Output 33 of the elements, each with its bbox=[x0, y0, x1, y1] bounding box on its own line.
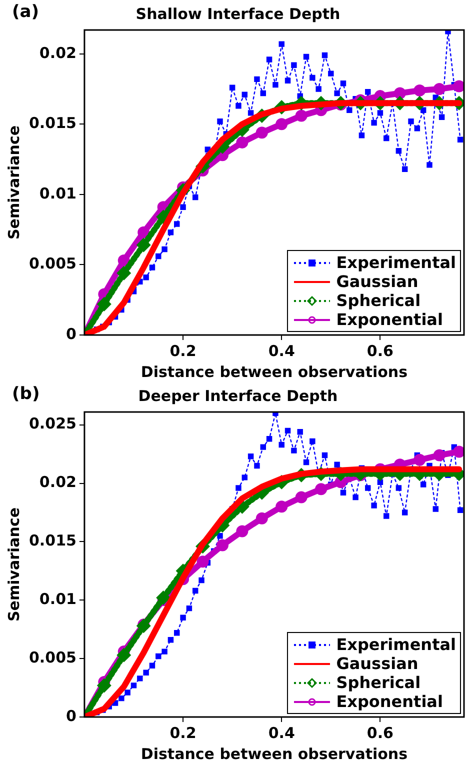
legend-label: Exponential bbox=[336, 310, 443, 329]
x-tick-label: 0.2 bbox=[170, 342, 196, 360]
y-tick-label: 0.01 bbox=[39, 590, 76, 608]
x-tick-label: 0.6 bbox=[366, 724, 394, 742]
y-tick-label: 0.02 bbox=[39, 44, 76, 62]
chart-title: Shallow Interface Depth bbox=[136, 4, 340, 23]
x-axis-title: Distance between observations bbox=[140, 744, 408, 763]
legend-label: Gaussian bbox=[336, 654, 418, 673]
y-tick-label: 0.005 bbox=[28, 254, 76, 273]
y-tick-label: 0.02 bbox=[39, 473, 76, 492]
x-tick-label: 0.6 bbox=[366, 342, 394, 360]
legend-label: Spherical bbox=[336, 291, 421, 310]
y-axis-title: Semivariance bbox=[4, 507, 23, 622]
y-tick-label: 0 bbox=[66, 706, 76, 725]
y-tick-label: 0.015 bbox=[28, 532, 76, 550]
y-tick-label: 0.025 bbox=[28, 414, 76, 433]
legend-label: Gaussian bbox=[336, 272, 418, 291]
legend-label: Exponential bbox=[336, 692, 443, 711]
y-tick-label: 0.005 bbox=[28, 648, 76, 666]
y-axis-title: Semivariance bbox=[4, 125, 23, 240]
x-axis-title: Distance between observations bbox=[140, 362, 408, 381]
legend-label: Experimental bbox=[336, 635, 456, 654]
y-tick-label: 0 bbox=[66, 324, 76, 343]
y-tick-label: 0.01 bbox=[39, 184, 76, 202]
x-tick-label: 0.4 bbox=[268, 342, 295, 360]
legend-label: Experimental bbox=[336, 253, 456, 272]
text: (b) bbox=[12, 384, 40, 404]
x-tick-label: 0.2 bbox=[170, 724, 196, 742]
legend-label: Spherical bbox=[336, 673, 421, 692]
y-tick-label: 0.015 bbox=[28, 114, 76, 132]
text: (a) bbox=[12, 2, 40, 22]
chart-title: Deeper Interface Depth bbox=[138, 386, 338, 405]
x-tick-label: 0.4 bbox=[268, 724, 295, 742]
